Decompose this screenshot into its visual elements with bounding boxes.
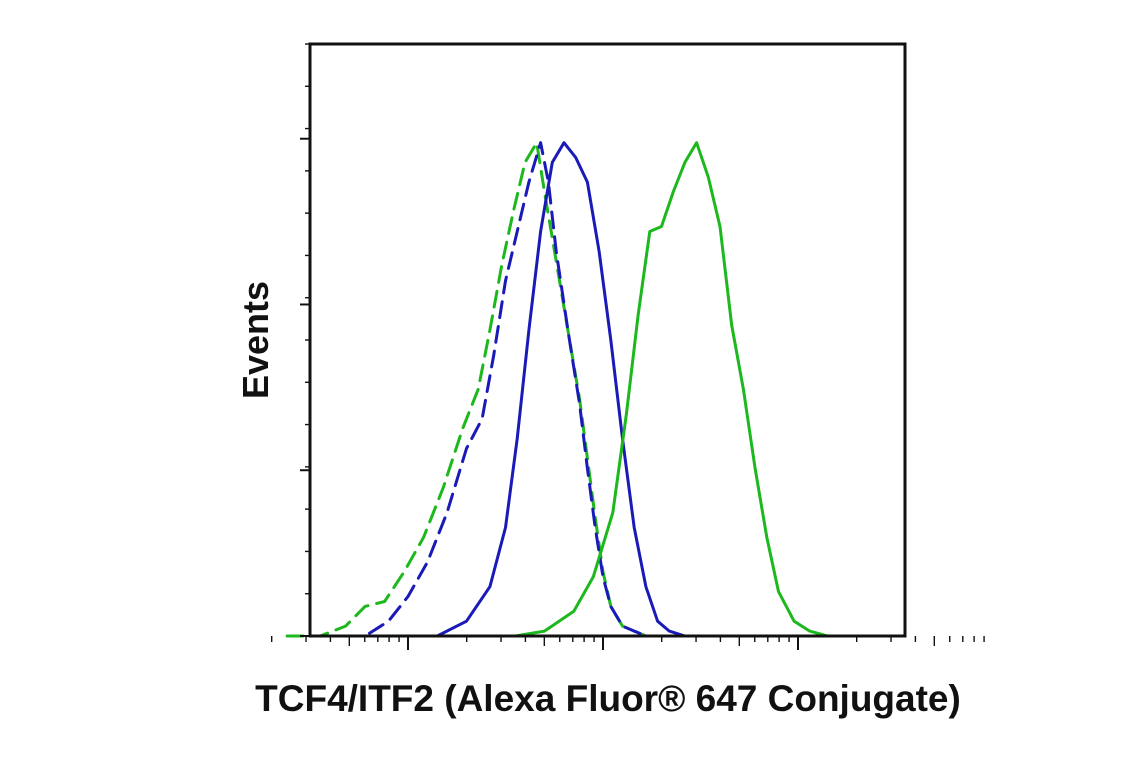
plot-frame [308,42,907,638]
histogram-series-4 [513,141,858,638]
histogram-series-1 [285,141,667,638]
plot-area [271,42,985,650]
series-group [285,141,858,638]
x-axis-ticks [271,636,985,650]
x-axis-title: TCF4/ITF2 (Alexa Fluor® 647 Conjugate) [255,678,961,719]
histogram-series-3 [406,141,702,638]
histogram-series-2 [318,141,667,638]
y-axis-title: Events [235,281,276,399]
